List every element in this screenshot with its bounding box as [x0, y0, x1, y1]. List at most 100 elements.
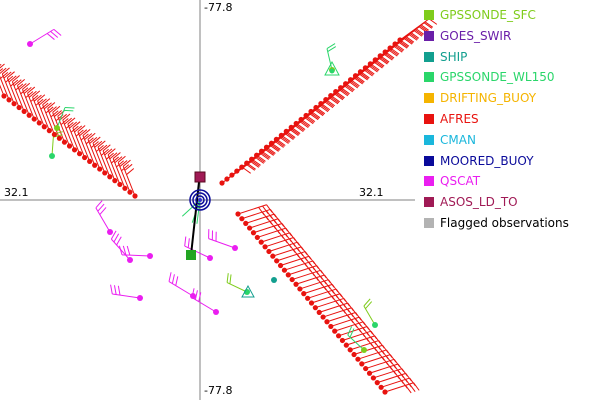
storm-center-icon [189, 189, 211, 211]
observation-point [132, 193, 138, 199]
wind-barb-feather [15, 83, 24, 91]
observation-point [289, 276, 295, 283]
wind-barb-feather [250, 161, 260, 168]
wind-barb-feather [346, 83, 355, 91]
observation-point [328, 323, 334, 330]
observation-point [36, 120, 42, 126]
wind-barb-feather [394, 46, 403, 53]
observation-point [127, 189, 133, 195]
observation-point [293, 281, 299, 287]
wind-barb-feather [381, 56, 390, 63]
legend-label: QSCAT [440, 174, 481, 189]
wind-barb-feather [281, 136, 290, 143]
wind-barb-feather [119, 160, 128, 167]
wind-barb-feather [287, 131, 296, 138]
wind-barb-feather [171, 274, 175, 284]
observation-point [347, 347, 353, 353]
wind-barb-feather [62, 113, 71, 121]
observation-point [102, 170, 108, 176]
wind-barb-feather [117, 155, 126, 163]
wind-barb-staff [32, 96, 45, 127]
wind-barb-feather [48, 106, 57, 114]
wind-barb-feather [75, 129, 84, 137]
wind-barb-feather [246, 164, 256, 171]
legend-swatch [424, 93, 434, 104]
wind-barb-staff [51, 134, 55, 157]
legend-swatch [424, 113, 434, 124]
observation-point [27, 41, 33, 47]
wind-barb-feather [405, 36, 415, 43]
observation-point [229, 172, 235, 178]
wind-barb-staff [102, 150, 116, 181]
wind-barb-feather [46, 33, 55, 40]
wind-barb-feather [27, 86, 36, 94]
wind-barb-feather [42, 98, 51, 106]
wind-barb-feather [276, 140, 285, 147]
wind-barb-staff [112, 293, 141, 299]
wind-barb-feather [349, 328, 355, 338]
observation-point [247, 225, 253, 231]
observation-point [274, 258, 280, 264]
observation-point [308, 108, 314, 115]
wind-barb-feather [385, 53, 394, 60]
wind-barb-feather [320, 105, 329, 113]
wind-barb-staff [377, 372, 406, 384]
wind-barb-feather [300, 121, 309, 129]
wind-barb-feather [82, 128, 91, 136]
observation-point [273, 136, 279, 142]
wind-barb-feather [399, 42, 408, 49]
wind-barb-feather [363, 298, 371, 307]
wind-barb-feather [17, 78, 25, 86]
wind-barb-feather [344, 85, 354, 93]
wind-barb-feather [85, 137, 94, 145]
wind-barb-feather [126, 245, 131, 256]
wind-barb-feather [256, 156, 265, 163]
wind-barb-feather [184, 236, 187, 247]
wind-barb-staff [261, 232, 290, 243]
wind-barb-feather [419, 25, 429, 32]
observation-point [301, 291, 307, 297]
wind-barb-staff [11, 81, 25, 112]
wind-barb-staff [280, 255, 310, 267]
wind-barb-feather [65, 121, 74, 129]
storm-center-icon [192, 192, 208, 208]
observation-point [224, 176, 230, 182]
wind-barb-feather [371, 64, 380, 71]
wind-barb-feather [260, 153, 270, 160]
observation-point [323, 96, 329, 103]
observation-point [374, 380, 380, 386]
wind-barb-feather [350, 80, 359, 88]
observation-point [278, 132, 284, 138]
observation-point [328, 93, 334, 99]
wind-barb-feather [25, 91, 34, 99]
storm-center-dot [198, 198, 202, 202]
wind-barb-staff [319, 302, 348, 313]
wind-barb-feather [389, 50, 398, 57]
wind-barb-feather [326, 43, 336, 50]
wind-barb-feather [90, 141, 99, 149]
observation-point [71, 147, 78, 153]
observation-point [263, 144, 270, 150]
observation-point [219, 180, 225, 186]
observation-point [320, 314, 326, 320]
wind-barb-feather [104, 148, 113, 156]
wind-barb-staff [112, 158, 126, 189]
wind-barb-feather [0, 63, 5, 69]
observation-point [303, 112, 309, 119]
wind-barb-feather [345, 84, 354, 92]
wind-barb-feather [35, 98, 44, 106]
wind-barb-feather [72, 121, 81, 129]
wind-barb-feather [252, 159, 261, 166]
observation-point [288, 124, 294, 130]
observation-point [239, 164, 245, 170]
wind-barb-feather [390, 49, 399, 56]
observation-point [270, 253, 276, 259]
observation-point [137, 295, 143, 301]
observation-point [312, 305, 318, 311]
observation-point [332, 328, 338, 334]
observation-point [266, 248, 272, 255]
wind-barb-staff [353, 344, 383, 356]
wind-barb-feather [175, 276, 179, 286]
legend-label: GOES_SWIR [440, 28, 512, 43]
